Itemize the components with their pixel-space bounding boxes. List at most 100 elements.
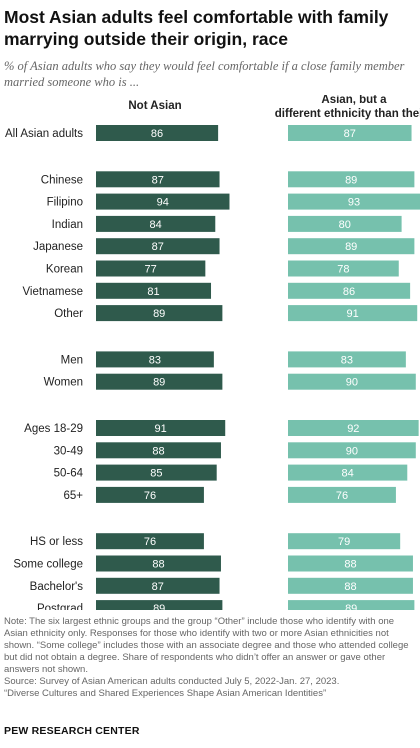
- category-label: Japanese: [33, 241, 83, 253]
- data-label: 81: [147, 286, 159, 298]
- data-label: 88: [152, 445, 164, 457]
- data-label: 89: [153, 603, 165, 610]
- bar: [96, 464, 217, 481]
- data-label: 91: [154, 423, 166, 435]
- data-label: 90: [346, 377, 358, 389]
- category-label: Some college: [13, 559, 83, 571]
- bar: [96, 193, 230, 210]
- data-label: 83: [341, 354, 353, 366]
- data-label: 83: [149, 354, 161, 366]
- category-label: Filipino: [47, 197, 83, 209]
- bar: [96, 600, 223, 610]
- data-label: 76: [336, 490, 348, 502]
- bar: [288, 464, 408, 481]
- category-label: 65+: [63, 490, 83, 502]
- data-label: 84: [150, 219, 162, 231]
- bar: [96, 533, 204, 550]
- bar: [96, 305, 223, 322]
- bar: [288, 555, 413, 572]
- bar: [288, 171, 415, 188]
- data-label: 77: [145, 264, 157, 276]
- data-label: 76: [144, 490, 156, 502]
- bar: [96, 577, 220, 594]
- series-header: Asian, but a different ethnicity than the…: [275, 95, 420, 120]
- bar: [96, 282, 212, 299]
- bar: [288, 260, 399, 277]
- bar: [96, 125, 219, 141]
- category-label: Ages 18-29: [24, 423, 83, 435]
- bar: [96, 486, 204, 503]
- bar: [96, 171, 220, 188]
- data-label: 87: [344, 128, 356, 140]
- bar: [288, 486, 396, 503]
- bar: [96, 238, 220, 255]
- source-text: Source: Survey of Asian American adults …: [4, 676, 340, 687]
- bar: [288, 420, 419, 436]
- data-label: 78: [337, 264, 349, 276]
- bar: [96, 351, 214, 368]
- bar: [96, 555, 221, 572]
- category-label: Men: [61, 354, 83, 366]
- bar: [96, 215, 216, 232]
- category-label: Indian: [52, 219, 83, 231]
- bar: [288, 600, 415, 610]
- data-label: 89: [345, 174, 357, 186]
- chart-subtitle: % of Asian adults who say they would fee…: [4, 59, 405, 89]
- bar: [96, 260, 206, 277]
- bar: [288, 238, 415, 255]
- category-label: Korean: [46, 264, 83, 276]
- category-label: Other: [54, 308, 83, 320]
- bar: [96, 442, 221, 459]
- bar: [288, 215, 402, 232]
- data-label: 84: [342, 468, 354, 480]
- bar: [288, 305, 418, 322]
- category-label: HS or less: [30, 536, 83, 548]
- data-label: 86: [151, 128, 163, 140]
- data-label: 86: [343, 286, 355, 298]
- data-label: 87: [152, 581, 164, 593]
- bar: [288, 533, 401, 550]
- bar: [288, 125, 412, 141]
- bar: [288, 351, 406, 368]
- data-label: 92: [347, 423, 359, 435]
- data-label: 88: [344, 559, 356, 571]
- data-label: 88: [152, 559, 164, 571]
- bar: [288, 193, 420, 210]
- data-label: 90: [346, 445, 358, 457]
- data-label: 89: [153, 377, 165, 389]
- data-label: 80: [339, 219, 351, 231]
- bar: [96, 373, 223, 390]
- data-label: 87: [152, 174, 164, 186]
- report-title: “Diverse Cultures and Shared Experiences…: [4, 688, 327, 699]
- data-label: 79: [338, 536, 350, 548]
- data-label: 93: [348, 197, 360, 209]
- category-label: Postgrad: [37, 603, 83, 610]
- category-label: Chinese: [41, 174, 83, 186]
- data-label: 88: [344, 581, 356, 593]
- category-label: Vietnamese: [22, 286, 83, 298]
- bar: [288, 442, 416, 459]
- bar: [288, 373, 416, 390]
- bar: [288, 577, 413, 594]
- brand-label: PEW RESEARCH CENTER: [4, 725, 140, 737]
- notes: Note: The six largest ethnic groups and …: [4, 616, 416, 700]
- bar: [96, 420, 226, 436]
- data-label: 89: [345, 241, 357, 253]
- category-label: 50-64: [54, 468, 84, 480]
- bar: [288, 282, 411, 299]
- category-label: 30-49: [54, 445, 83, 457]
- chart-title: Most Asian adults feel comfortable with …: [4, 7, 389, 49]
- data-label: 85: [150, 468, 162, 480]
- category-label: All Asian adults: [5, 128, 83, 140]
- data-label: 91: [346, 308, 358, 320]
- note-text: Note: The six largest ethnic groups and …: [4, 616, 409, 675]
- data-label: 87: [152, 241, 164, 253]
- series-header: Not Asian: [128, 100, 181, 112]
- data-label: 89: [153, 308, 165, 320]
- category-label: Women: [44, 377, 83, 389]
- bar-chart: Not Asian Asian, but a different ethnicity…: [5, 95, 420, 610]
- data-label: 94: [157, 197, 169, 209]
- category-label: Bachelor's: [30, 581, 84, 593]
- data-label: 76: [144, 536, 156, 548]
- data-label: 89: [345, 603, 357, 610]
